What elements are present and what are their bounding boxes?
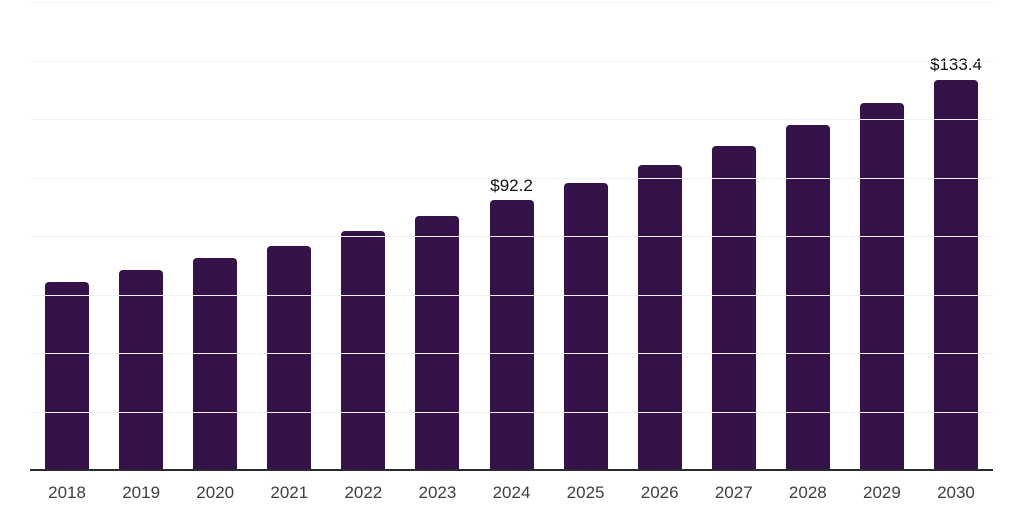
bar-slot-2020 xyxy=(178,2,252,470)
x-tick-2018: 2018 xyxy=(48,483,86,502)
x-tick-2028: 2028 xyxy=(788,483,827,502)
x-tick-2026: 2026 xyxy=(640,483,679,502)
bar-2019 xyxy=(119,270,164,470)
bar-value-label-2030: $133.4 xyxy=(929,55,982,75)
x-axis-line xyxy=(30,469,993,471)
bar-slot-2019 xyxy=(104,2,178,470)
gridline-20 xyxy=(30,411,993,413)
gridline-40 xyxy=(30,353,993,354)
bar-2022 xyxy=(341,231,386,470)
bar-slot-2024: $92.2 xyxy=(474,2,548,470)
bar-2027 xyxy=(711,145,756,470)
x-tick-2029: 2029 xyxy=(862,483,901,502)
x-tick-2019: 2019 xyxy=(122,483,161,502)
bar-2021 xyxy=(267,245,312,470)
bar-slot-2023 xyxy=(400,2,474,470)
x-tick-2021: 2021 xyxy=(270,483,309,502)
gridline-80 xyxy=(30,236,993,237)
bar-2023 xyxy=(415,215,460,470)
bar-2026 xyxy=(637,164,682,470)
gridline-60 xyxy=(30,294,993,296)
x-axis-labels: 2018 2019 2020 2021 2022 2023 2024 2025 2026 2027… xyxy=(30,472,993,512)
bar-slot-2021 xyxy=(252,2,326,470)
bar-2018 xyxy=(45,282,90,470)
x-tick-2020: 2020 xyxy=(196,483,235,502)
bar-slot-2018 xyxy=(30,2,104,470)
gridline-120 xyxy=(30,119,993,120)
bar-slot-2029 xyxy=(845,2,919,470)
bar-value-label-2024: $92.2 xyxy=(490,175,533,195)
gridline-160 xyxy=(30,2,993,3)
bar-slot-2025 xyxy=(549,2,623,470)
bar-slot-2027 xyxy=(697,2,771,470)
x-tick-2025: 2025 xyxy=(566,483,605,502)
bar-slot-2022 xyxy=(326,2,400,470)
gridline-100 xyxy=(30,177,993,179)
bar-2030 xyxy=(933,79,978,470)
bar-slot-2030: $133.4 xyxy=(919,2,993,470)
x-tick-2023: 2023 xyxy=(418,483,457,502)
gridline-140 xyxy=(30,60,993,62)
plot-area: $92.2 $133.4 xyxy=(30,2,993,471)
bar-2020 xyxy=(193,258,238,470)
x-tick-2030: 2030 xyxy=(937,483,975,502)
bar-2029 xyxy=(859,103,904,470)
x-tick-2027: 2027 xyxy=(714,483,753,502)
x-tick-2022: 2022 xyxy=(344,483,383,502)
bar-slot-2026 xyxy=(623,2,697,470)
bar-2024 xyxy=(489,200,534,470)
bar-2025 xyxy=(563,183,608,470)
bars-row: $92.2 $133.4 xyxy=(30,2,993,470)
x-tick-2024: 2024 xyxy=(492,483,531,502)
